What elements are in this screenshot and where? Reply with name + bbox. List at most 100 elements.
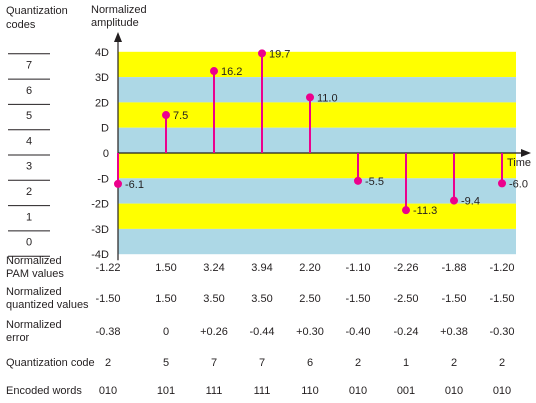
quantization-band-7 [118,51,516,78]
level-label: 0 [103,148,109,160]
level-label: 3D [95,72,109,84]
level-label: -2D [91,199,109,211]
sample-point [498,179,506,188]
left-header-line: codes [6,19,36,31]
level-label: D [101,123,109,135]
sample-value-label: -9.4 [461,196,480,208]
table-cell: 1.50 [155,293,176,305]
table-cell: -1.50 [345,293,370,305]
quantization-band-1 [118,203,516,229]
table-row-label: Quantization code [6,357,95,369]
quantization-band-5 [118,102,516,128]
left-header-line: Quantization [6,5,68,17]
table-cell: 111 [206,385,223,397]
sample-point [114,179,122,188]
sample-point [354,176,362,185]
sample-value-label: 16.2 [221,66,242,78]
quantization-code-label: 6 [26,85,32,97]
quantization-code-label: 5 [26,110,32,122]
table-cell: -1.20 [489,262,514,274]
table-cell: 2 [451,357,457,369]
quantization-code-label: 2 [26,186,32,198]
table-row-label: Normalized [6,286,62,298]
sample-point [258,49,266,58]
table-cell: 3.24 [203,262,224,274]
table-cell: 3.50 [203,293,224,305]
table-cell: -0.44 [249,326,274,338]
quantization-bands [118,51,516,255]
table-cell: 2.20 [299,262,320,274]
time-axis-arrow [521,149,531,157]
table-cell: 1 [403,357,409,369]
table-cell: 6 [307,357,313,369]
table-cell: 010 [445,385,463,397]
table-cell: 101 [157,385,175,397]
table-row-label: Normalized [6,319,62,331]
y-axis-title-line: amplitude [91,17,139,29]
sample-point [450,196,458,205]
table-cell: -0.24 [393,326,418,338]
quantization-code-label: 4 [26,135,32,147]
quantization-band-2 [118,178,516,204]
level-label: -D [97,173,109,185]
table-cell: -2.50 [393,293,418,305]
quantization-band-0 [118,228,516,255]
table-cell: 001 [397,385,415,397]
table-cell: 010 [349,385,367,397]
level-label: -3D [91,224,109,236]
sample-point [210,67,218,76]
table-cell: -0.30 [489,326,514,338]
time-axis-label: Time [507,157,531,169]
table-row-label: quantized values [6,299,89,311]
table-cell: -1.88 [441,262,466,274]
table-cell: 2 [499,357,505,369]
quantization-code-column: Quantization codes 7 6 5 4 3 2 1 0 [6,5,68,257]
sample-point [162,111,170,120]
table-row-label: Normalized [6,255,62,267]
table-row-label: PAM values [6,268,64,280]
table-cell: 7 [259,357,265,369]
level-label: 2D [95,97,109,109]
amplitude-level-labels: 4D 3D 2D D 0 -D -2D -3D -4D [91,47,109,261]
table-cell: -1.10 [345,262,370,274]
table-cell: 010 [493,385,511,397]
table-cell: -1.50 [441,293,466,305]
table-cell: 0 [163,326,169,338]
quantization-code-label: 0 [26,237,32,249]
quantization-band-6 [118,77,516,103]
table-cell: 111 [254,385,271,397]
sample-value-label: -6.1 [125,179,144,191]
pam-samples: -6.1 7.5 16.2 19.7 11.0 -5.5 -11.3 -9.4 -6.0 [114,48,528,217]
sample-value-label: 7.5 [173,110,188,122]
sample-value-label: -5.5 [365,176,384,188]
table-cell: 5 [163,357,169,369]
table-cell: -1.50 [489,293,514,305]
table-cell: 2 [105,357,111,369]
quantization-code-label: 1 [26,211,32,223]
table-cell: +0.30 [296,326,324,338]
table-cell: 2.50 [299,293,320,305]
level-label: -4D [91,249,109,261]
table-cell: 3.50 [251,293,272,305]
sample-value-label: 11.0 [317,92,338,104]
quantization-band-4 [118,127,516,153]
table-cell: -1.50 [95,293,120,305]
table-cell: 010 [99,385,117,397]
sample-value-label: 19.7 [269,48,290,60]
table-cell: 3.94 [251,262,272,274]
table-cell: -2.26 [393,262,418,274]
sample-value-label: -11.3 [413,205,437,217]
table-cell: 110 [301,385,319,397]
table-row-label: error [6,332,30,344]
y-axis-title-line: Normalized [91,4,147,16]
table-cell: +0.26 [200,326,228,338]
quantization-code-label: 7 [26,59,32,71]
quantization-band-3 [118,153,516,179]
sample-value-label: -6.0 [509,178,528,190]
quantization-code-label: 3 [26,161,32,173]
table-cell: +0.38 [440,326,468,338]
table-cell: -0.40 [345,326,370,338]
